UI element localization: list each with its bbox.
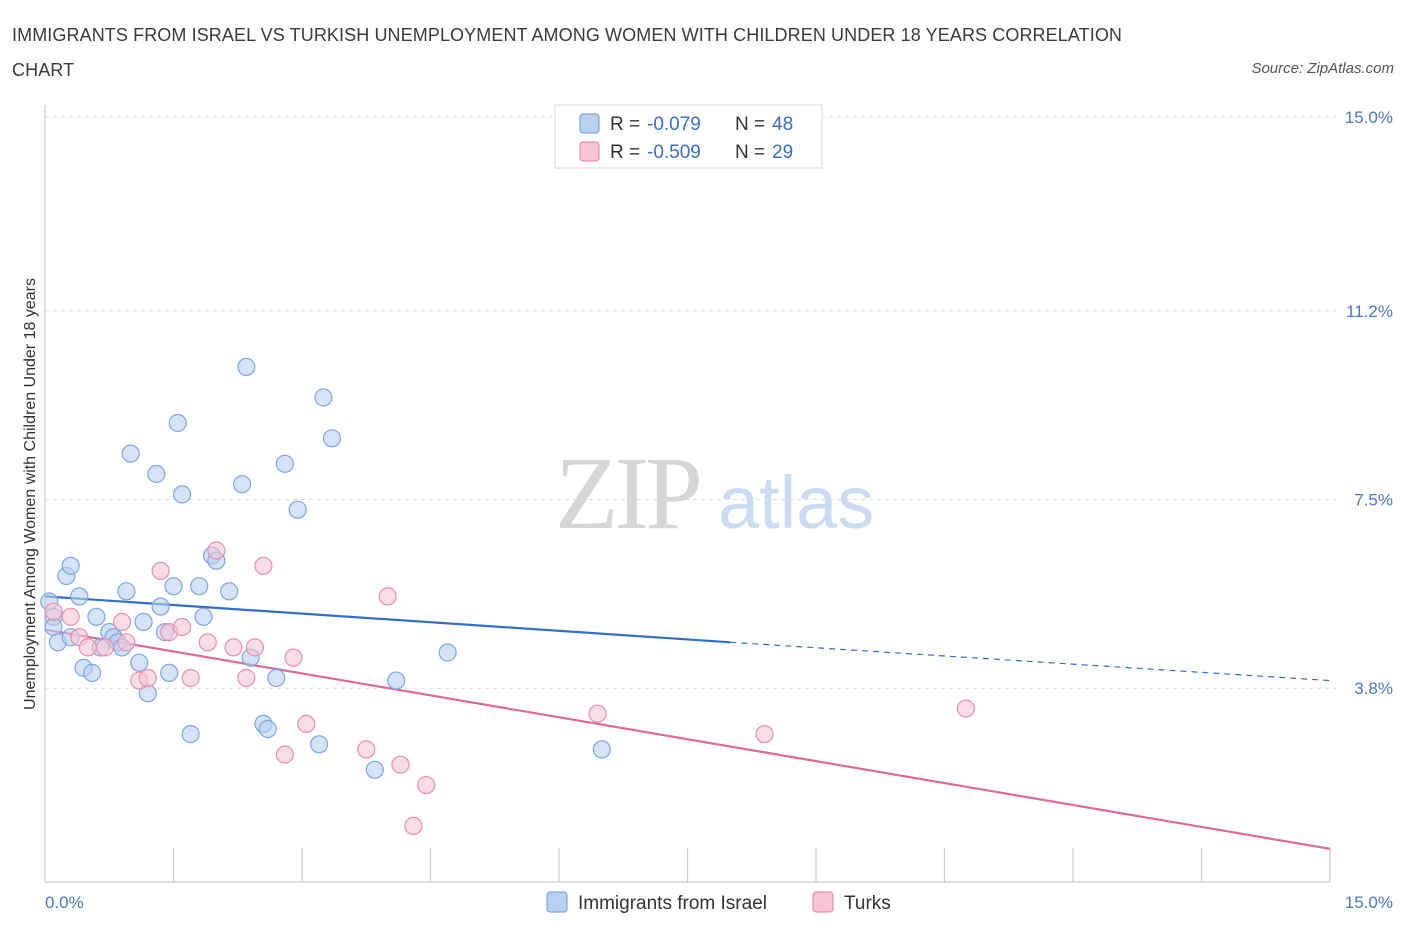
pink-point [95,638,115,657]
blue-point [70,587,89,606]
label-layer: 3.8% 7.5% 11.2% 15.0% 0.0% 15.0% [45,108,1393,912]
blue-point [83,663,102,683]
pink-point [391,755,410,774]
pink-point [378,587,397,606]
stats-legend-blue-swatch [579,113,600,134]
blue-point [160,663,179,683]
pink-point [61,607,80,626]
pink-point [417,775,436,795]
blue-point [147,464,166,484]
blue-point [181,724,200,744]
pink-point [112,612,132,632]
stats-legend-pink-r-label: R = [610,142,640,163]
y-tick-label: 7.5% [1354,491,1393,510]
blue-point [87,607,106,626]
blue-point [592,740,611,759]
grid-layer [45,116,1340,689]
series-legend: Immigrants from Israel Turks [546,891,891,914]
pink-point [78,638,97,657]
blue-point [314,388,333,407]
blue-point [61,556,80,575]
pink-point [198,633,217,652]
pink-point [275,745,294,764]
stats-legend-pink-n-value: 29 [772,142,793,163]
blue-point [194,607,213,626]
source-credit: Source: ZipAtlas.com [1251,60,1394,77]
blue-point [322,429,342,448]
blue-point [267,668,286,688]
stats-legend-blue-r-value: -0.079 [647,114,701,135]
pink-point [755,724,774,744]
pink-point [357,740,376,759]
pink-point [245,638,264,657]
blue-point [365,760,384,779]
pink-point [44,602,63,621]
legend-label-israel: Immigrants from Israel [578,893,767,914]
stats-legend-pink-swatch [579,141,600,162]
x-tick-label: 0.0% [45,893,84,912]
legend-swatch-turks [812,891,834,913]
blue-point [288,500,307,519]
stats-legend-blue-n-label: N = [735,114,765,135]
watermark-zip: ZIP [555,436,699,551]
pink-point [224,638,243,657]
pink-point [172,617,192,637]
y-tick-label: 11.2% [1346,302,1393,321]
pink-point [181,668,200,688]
stats-legend-blue-r-label: R = [610,114,640,135]
blue-point [438,643,457,662]
y-tick-label: 3.8% [1354,679,1393,698]
pink-point [138,668,157,688]
stats-legend-pink-r-value: -0.509 [647,142,701,163]
blue-point [134,612,153,632]
blue-point [190,577,209,596]
watermark-atlas: atlas [718,461,874,544]
point-layer [40,357,976,836]
blue-point [117,582,136,601]
blue-trend-extension [730,641,1331,682]
pink-point [404,816,423,836]
blue-point [130,653,149,672]
blue-point [258,719,277,739]
blue-point [220,582,239,601]
y-axis-label: Unemployment Among Women with Children U… [22,278,39,710]
pink-point [254,556,273,575]
legend-swatch-israel [546,891,568,913]
stats-legend: R = -0.079 N = 48 R = -0.509 N = 29 [554,104,823,169]
blue-point [232,475,252,494]
blue-point [151,597,170,616]
blue-point [121,444,140,463]
pink-point [297,714,316,734]
blue-point [387,671,406,690]
x-tick-label: 15.0% [1345,893,1393,912]
pink-point [956,699,976,718]
pink-point [588,704,607,723]
chart-title: IMMIGRANTS FROM ISRAEL VS TURKISH UNEMPL… [12,25,1123,80]
blue-point [237,357,256,376]
legend-label-turks: Turks [844,893,891,914]
blue-point [275,454,294,473]
pink-point [237,668,256,688]
pink-point [284,648,303,667]
stats-legend-blue-n-value: 48 [772,114,793,135]
pink-point [151,561,170,581]
pink-point [207,541,226,560]
blue-point [164,577,183,596]
blue-point [310,735,329,754]
blue-point [168,413,187,433]
blue-point [44,617,63,637]
pink-trend-line [44,628,1331,850]
axis-layer [44,105,1331,883]
trend-layer [44,595,1331,850]
y-tick-label: 15.0% [1345,108,1393,127]
blue-point [172,485,192,504]
stats-legend-pink-n-label: N = [735,142,765,163]
pink-point [117,633,136,652]
